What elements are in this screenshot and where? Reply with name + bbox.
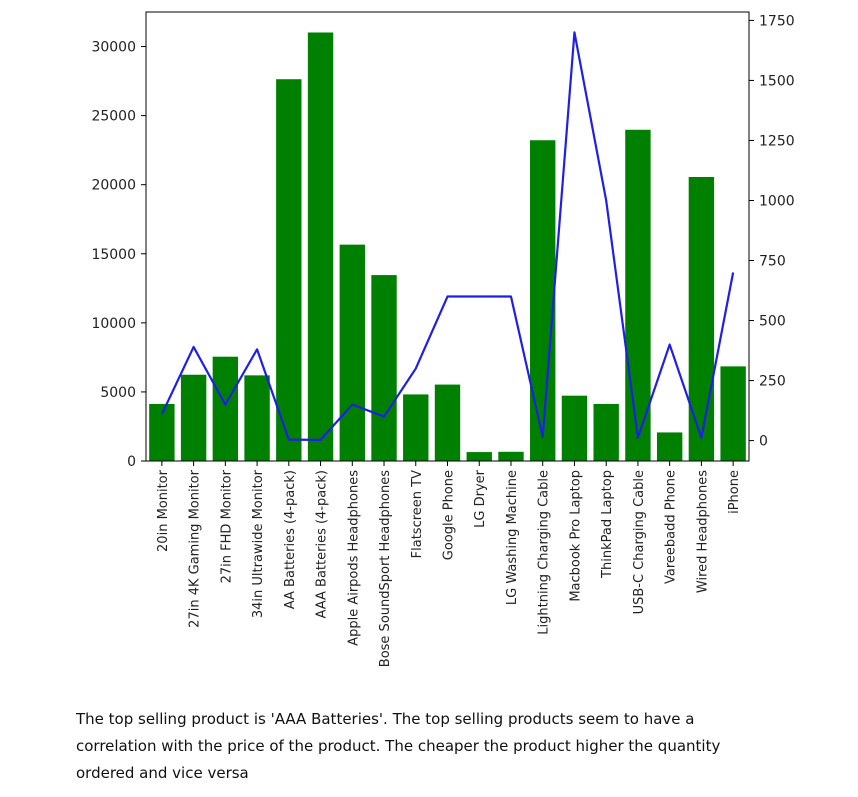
right-tick-label: 1000 — [759, 193, 795, 209]
right-tick-label: 250 — [759, 374, 786, 390]
bar-16 — [656, 432, 683, 461]
left-tick-label: 30000 — [91, 40, 136, 56]
bar-17 — [688, 176, 715, 461]
x-tick-label: Macbook Pro Laptop — [568, 470, 583, 602]
right-tick-label: 1750 — [759, 13, 795, 29]
line-series-price — [160, 31, 735, 441]
right-tick-label: 500 — [759, 314, 786, 330]
x-axis: 20in Monitor 27in 4K Gaming Monitor 27in F… — [156, 461, 742, 667]
bar-1 — [180, 374, 207, 461]
x-tick-label: 34in Ultrawide Monitor — [251, 469, 266, 618]
bar-12 — [530, 140, 556, 461]
combo-chart: 0 5000 10000 15000 20000 25000 30000 0 250 500 75… — [91, 11, 795, 667]
right-y-axis: 0 250 500 750 1000 1250 1500 1750 — [749, 13, 795, 450]
right-tick-label: 1500 — [759, 73, 795, 89]
x-tick-label: Apple Airpods Headphones — [346, 470, 361, 646]
bar-6 — [339, 244, 365, 461]
left-tick-label: 0 — [127, 454, 136, 470]
left-y-axis: 0 5000 10000 15000 20000 25000 30000 — [91, 40, 146, 470]
x-tick-label: Google Phone — [442, 470, 457, 560]
bar-18 — [720, 366, 746, 461]
left-tick-label: 15000 — [91, 247, 136, 263]
bar-4 — [276, 79, 302, 461]
x-tick-label: USB-C Charging Cable — [632, 470, 647, 614]
x-tick-label: Vareebadd Phone — [664, 470, 679, 584]
x-tick-label: Lightning Charging Cable — [537, 470, 552, 635]
x-tick-label: LG Dryer — [473, 469, 488, 527]
x-tick-label: 27in FHD Monitor — [219, 469, 234, 583]
right-tick-label: 0 — [759, 434, 768, 450]
left-tick-label: 5000 — [100, 385, 136, 401]
x-tick-label: Bose SoundSport Headphones — [378, 470, 393, 667]
right-tick-label: 1250 — [759, 133, 795, 149]
bar-3 — [244, 375, 270, 461]
x-tick-label: 27in 4K Gaming Monitor — [188, 469, 203, 627]
bar-2 — [212, 356, 239, 461]
x-tick-label: ThinkPad Laptop — [600, 470, 615, 579]
x-tick-label: AA Batteries (4-pack) — [283, 470, 298, 609]
bar-10 — [466, 452, 492, 461]
bar-series-quantity — [149, 32, 746, 461]
bar-11 — [498, 451, 524, 461]
left-tick-label: 25000 — [91, 109, 136, 125]
left-tick-label: 20000 — [91, 178, 136, 194]
x-tick-label: Flatscreen TV — [410, 470, 425, 558]
bar-13 — [561, 395, 588, 461]
price-line — [160, 31, 735, 441]
bar-14 — [593, 403, 619, 461]
left-tick-label: 10000 — [91, 316, 136, 332]
x-tick-label: LG Washing Machine — [505, 470, 520, 605]
analysis-caption: The top selling product is 'AAA Batterie… — [76, 710, 721, 782]
bar-9 — [434, 384, 461, 461]
x-tick-label: iPhone — [727, 470, 742, 514]
x-tick-label: 20in Monitor — [156, 469, 171, 552]
right-tick-label: 750 — [759, 254, 786, 270]
bar-15 — [625, 129, 651, 461]
bar-8 — [403, 394, 429, 461]
x-tick-label: Wired Headphones — [695, 470, 710, 593]
bar-5 — [307, 32, 334, 461]
x-tick-label: AAA Batteries (4-pack) — [315, 470, 330, 618]
bar-7 — [371, 275, 397, 461]
